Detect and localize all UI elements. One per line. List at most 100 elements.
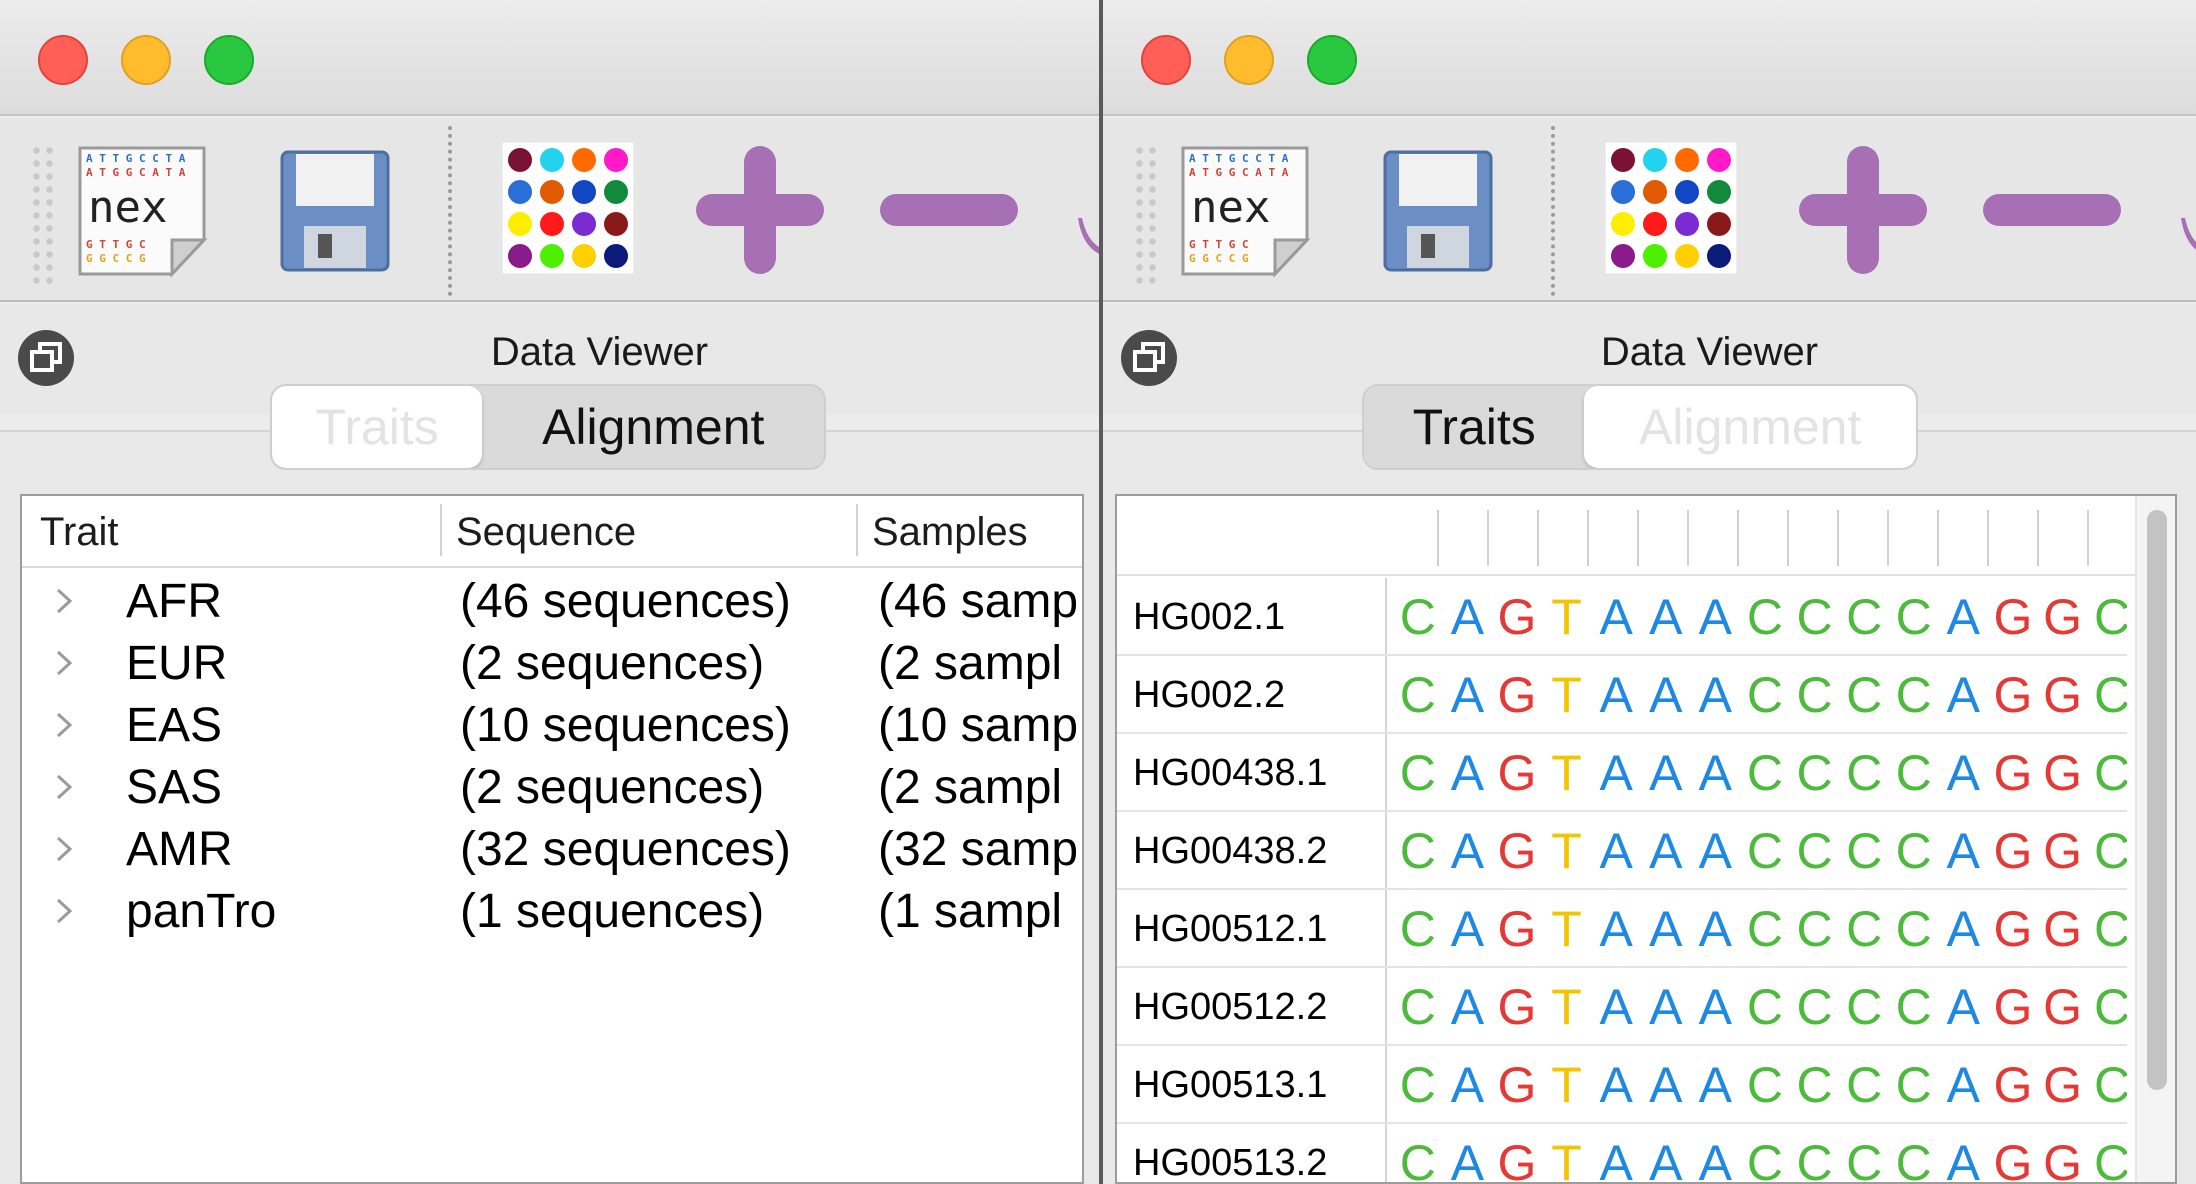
- table-row[interactable]: SAS (2 sequences) (2 sampl: [22, 756, 1082, 818]
- toolbar-grip-icon[interactable]: [30, 144, 56, 284]
- sequence-name[interactable]: HG00512.1: [1117, 890, 1387, 966]
- ruler-tick: [1987, 510, 1989, 566]
- nucleotide: C: [1796, 823, 1833, 879]
- nucleotide: G: [1993, 901, 2033, 957]
- panel-title: Data Viewer: [490, 330, 709, 374]
- plus-icon[interactable]: [1795, 142, 1931, 278]
- alignment-row[interactable]: HG00513.2 C A G T A A A C C C C A G G C: [1117, 1124, 2127, 1184]
- nucleotide: C: [1746, 1057, 1783, 1113]
- plus-icon[interactable]: [692, 142, 828, 278]
- alignment-row[interactable]: HG002.2 C A G T A A A C C C C A G G C: [1117, 656, 2127, 734]
- disclosure-chevron-icon[interactable]: [54, 896, 74, 926]
- disclosure-chevron-icon[interactable]: [54, 834, 74, 864]
- vertical-scrollbar[interactable]: [2135, 496, 2175, 1182]
- nucleotide: G: [1993, 979, 2033, 1035]
- minus-icon[interactable]: [880, 194, 1018, 226]
- alignment-row[interactable]: HG00512.1 C A G T A A A C C C C A G G C: [1117, 890, 2127, 968]
- alignment-row[interactable]: HG00513.1 C A G T A A A C C C C A G G C: [1117, 1046, 2127, 1124]
- alignment-row[interactable]: HG00438.2 C A G T A A A C C C C A G G C: [1117, 812, 2127, 890]
- close-button[interactable]: [1141, 35, 1191, 85]
- table-row[interactable]: AFR (46 sequences) (46 samp: [22, 570, 1082, 632]
- nucleotide: T: [1551, 1057, 1582, 1113]
- table-row[interactable]: AMR (32 sequences) (32 samp: [22, 818, 1082, 880]
- sequence-name[interactable]: HG002.2: [1117, 656, 1387, 732]
- close-button[interactable]: [38, 35, 88, 85]
- save-icon[interactable]: [1381, 148, 1495, 274]
- panel-title: Data Viewer: [1600, 330, 1819, 374]
- nucleotide: A: [1649, 979, 1683, 1035]
- nex-file-icon[interactable]: [1177, 144, 1313, 278]
- sequence-name[interactable]: HG00513.1: [1117, 1046, 1387, 1122]
- nucleotide: C: [1895, 745, 1932, 801]
- alignment-row[interactable]: HG002.1 C A G T A A A C C C C A G G C: [1117, 578, 2127, 656]
- sequence-count: (32 sequences): [460, 823, 791, 876]
- nucleotide: A: [1450, 979, 1485, 1035]
- minimize-button[interactable]: [121, 35, 171, 85]
- zoom-button[interactable]: [204, 35, 254, 85]
- sequence-count: (10 sequences): [460, 699, 791, 752]
- nucleotide: C: [1399, 901, 1436, 957]
- sequence-name[interactable]: HG00438.1: [1117, 734, 1387, 810]
- color-palette-icon[interactable]: [1605, 142, 1737, 274]
- nucleotide: C: [2094, 901, 2127, 957]
- tab-alignment[interactable]: Alignment: [542, 399, 765, 455]
- disclosure-chevron-icon[interactable]: [54, 710, 74, 740]
- sample-count: (10 samp: [878, 699, 1079, 752]
- nucleotide: C: [1846, 1057, 1883, 1113]
- column-divider[interactable]: [856, 504, 858, 556]
- save-icon[interactable]: [278, 148, 392, 274]
- tab-traits[interactable]: Traits: [1412, 399, 1536, 455]
- nucleotide: G: [2043, 1057, 2082, 1113]
- nucleotide: G: [1497, 1135, 1537, 1184]
- column-divider[interactable]: [440, 504, 442, 556]
- minus-icon[interactable]: [1983, 194, 2121, 226]
- more-tools-icon[interactable]: [2181, 194, 2196, 258]
- tab-alignment[interactable]: Alignment: [1584, 386, 1916, 468]
- table-row[interactable]: EAS (10 sequences) (10 samp: [22, 694, 1082, 756]
- toolbar-separator: [1551, 126, 1555, 296]
- more-tools-icon[interactable]: [1078, 194, 1099, 258]
- disclosure-chevron-icon[interactable]: [54, 648, 74, 678]
- alignment-view: HG002.1 C A G T A A A C C C C A G G C HG002.2 C A G T A A A C C C C…: [1115, 494, 2177, 1184]
- nucleotide: C: [2094, 589, 2127, 645]
- nucleotide: G: [2043, 1135, 2082, 1184]
- sequence-name[interactable]: HG002.1: [1117, 578, 1387, 654]
- nucleotide: C: [1846, 1135, 1883, 1184]
- zoom-button[interactable]: [1307, 35, 1357, 85]
- table-row[interactable]: panTro (1 sequences) (1 sampl: [22, 880, 1082, 942]
- disclosure-chevron-icon[interactable]: [54, 586, 74, 616]
- ruler-tick: [2087, 510, 2089, 566]
- sequence-name[interactable]: HG00512.2: [1117, 968, 1387, 1044]
- nucleotide: A: [1946, 979, 1980, 1035]
- column-header-sequence[interactable]: Sequence: [456, 510, 637, 554]
- nucleotide: C: [1796, 589, 1833, 645]
- color-palette-icon[interactable]: [502, 142, 634, 274]
- tab-traits[interactable]: Traits: [272, 386, 483, 468]
- nucleotide: A: [1698, 589, 1733, 645]
- column-header-trait[interactable]: Trait: [40, 510, 119, 554]
- nucleotide: C: [2094, 979, 2127, 1035]
- toolbar-grip-icon[interactable]: [1133, 144, 1159, 284]
- nucleotide: G: [2043, 823, 2082, 879]
- nex-file-icon[interactable]: [74, 144, 210, 278]
- sequence-name[interactable]: HG00513.2: [1117, 1124, 1387, 1182]
- disclosure-chevron-icon[interactable]: [54, 772, 74, 802]
- column-header-samples[interactable]: Samples: [872, 510, 1028, 554]
- table-row[interactable]: EUR (2 sequences) (2 sampl: [22, 632, 1082, 694]
- alignment-row[interactable]: HG00438.1 C A G T A A A C C C C A G G C: [1117, 734, 2127, 812]
- alignment-row[interactable]: HG00512.2 C A G T A A A C C C C A G G C: [1117, 968, 2127, 1046]
- nucleotide: C: [1895, 979, 1932, 1035]
- nucleotide: G: [2043, 745, 2082, 801]
- nucleotide: C: [1796, 1057, 1833, 1113]
- scrollbar-thumb[interactable]: [2147, 510, 2167, 1090]
- ruler-tick: [2037, 510, 2039, 566]
- minimize-button[interactable]: [1224, 35, 1274, 85]
- nucleotide: A: [1649, 1135, 1683, 1184]
- nucleotide: C: [1746, 1135, 1783, 1184]
- ruler-tick: [1687, 510, 1689, 566]
- nucleotide: A: [1450, 823, 1485, 879]
- sequence-name[interactable]: HG00438.2: [1117, 812, 1387, 888]
